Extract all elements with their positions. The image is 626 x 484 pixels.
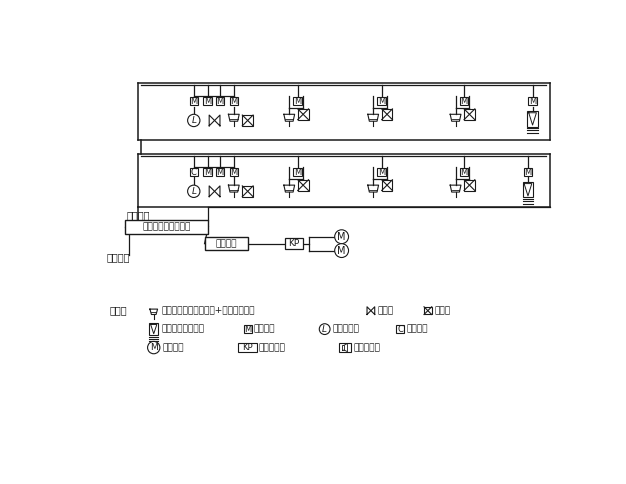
Text: 图例：: 图例：: [109, 305, 126, 316]
Text: 扫描射水喷头（水炮）+红外探测组件: 扫描射水喷头（水炮）+红外探测组件: [162, 306, 255, 315]
Bar: [377, 168, 386, 176]
Text: 电磁阀: 电磁阀: [377, 306, 393, 315]
Bar: [382, 180, 393, 191]
Text: M: M: [204, 167, 211, 177]
Bar: [230, 97, 238, 106]
Text: M: M: [337, 232, 346, 242]
Text: M: M: [217, 97, 223, 106]
Bar: [298, 109, 309, 120]
Bar: [203, 168, 212, 176]
Text: M: M: [294, 97, 301, 106]
Bar: [377, 97, 386, 106]
Text: 监视模块: 监视模块: [254, 325, 275, 333]
Bar: [216, 97, 224, 106]
Text: C: C: [191, 167, 197, 177]
Text: M: M: [150, 343, 158, 352]
Text: 声光报警器: 声光报警器: [353, 343, 380, 352]
Text: M: M: [460, 97, 468, 106]
Text: 信号阀: 信号阀: [434, 306, 450, 315]
Text: 电源装置: 电源装置: [215, 239, 237, 248]
Bar: [244, 325, 252, 333]
Text: 水流指示器: 水流指示器: [332, 325, 359, 333]
Bar: [460, 168, 468, 176]
Bar: [285, 238, 303, 249]
Text: M: M: [525, 167, 531, 177]
Text: L: L: [192, 116, 197, 125]
Text: M: M: [217, 167, 223, 177]
Text: M: M: [460, 167, 468, 177]
Text: 模拟末端试水装置: 模拟末端试水装置: [162, 325, 205, 333]
Circle shape: [319, 324, 330, 334]
Bar: [460, 97, 468, 106]
Text: M: M: [378, 167, 385, 177]
Bar: [464, 180, 475, 191]
Bar: [190, 168, 198, 176]
Bar: [242, 115, 253, 126]
Text: 水泵控制箱: 水泵控制箱: [259, 343, 285, 352]
Bar: [239, 343, 257, 352]
Text: 控制模块: 控制模块: [406, 325, 428, 333]
Bar: [149, 323, 158, 335]
Circle shape: [335, 230, 349, 243]
Circle shape: [188, 114, 200, 127]
Bar: [216, 168, 224, 176]
Bar: [524, 168, 532, 176]
Bar: [294, 97, 302, 106]
Circle shape: [148, 341, 160, 354]
Bar: [205, 238, 248, 250]
Text: M: M: [244, 325, 251, 333]
Text: 环路总线: 环路总线: [127, 210, 150, 220]
Text: C: C: [398, 325, 403, 333]
Text: M: M: [378, 97, 385, 106]
Text: M: M: [337, 245, 346, 256]
Text: M: M: [204, 97, 211, 106]
Text: M: M: [230, 167, 237, 177]
Text: KP: KP: [242, 343, 253, 352]
Bar: [230, 168, 238, 176]
Text: L: L: [322, 325, 327, 333]
Bar: [190, 97, 198, 106]
Bar: [523, 182, 533, 197]
Bar: [203, 97, 212, 106]
Bar: [294, 168, 302, 176]
Bar: [339, 343, 351, 352]
Bar: [125, 220, 208, 234]
Bar: [464, 109, 475, 120]
Text: L: L: [192, 187, 197, 196]
Bar: [527, 111, 538, 127]
Text: 智能灭火装置控制器: 智能灭火装置控制器: [143, 222, 191, 231]
Bar: [382, 109, 393, 120]
Text: 消防电源: 消防电源: [107, 253, 130, 262]
Bar: [298, 180, 309, 191]
Circle shape: [188, 185, 200, 197]
Circle shape: [335, 243, 349, 257]
Bar: [242, 186, 253, 197]
Bar: [528, 97, 537, 106]
Text: 水泵电机: 水泵电机: [163, 343, 185, 352]
Text: KP: KP: [288, 239, 299, 248]
Text: M: M: [230, 97, 237, 106]
Bar: [396, 325, 404, 333]
Text: M: M: [529, 97, 536, 106]
Text: M: M: [190, 97, 197, 106]
Text: M: M: [294, 167, 301, 177]
Bar: [424, 307, 432, 315]
